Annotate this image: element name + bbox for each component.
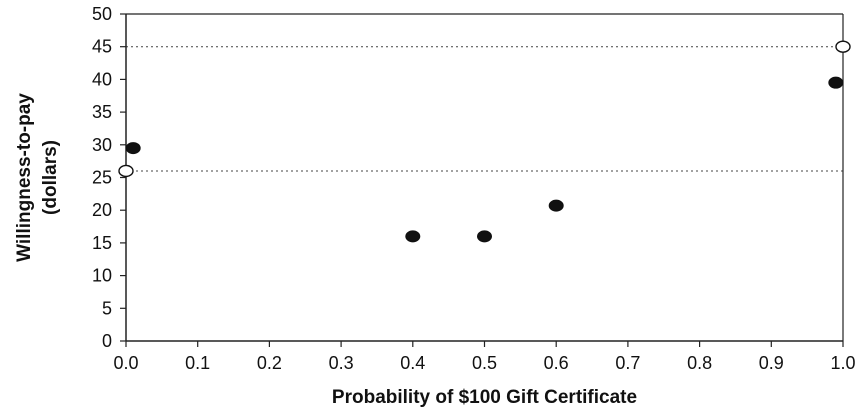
x-tick-label: 0.3	[329, 353, 354, 373]
y-tick-label: 20	[92, 200, 112, 220]
y-tick-label: 0	[102, 331, 112, 351]
x-tick-label: 0.6	[544, 353, 569, 373]
axis-titles: Probability of $100 Gift Certificate Wil…	[14, 93, 637, 408]
filled-data-point	[548, 199, 564, 212]
y-tick-label: 40	[92, 69, 112, 89]
y-tick-label: 15	[92, 233, 112, 253]
x-tick-label: 0.1	[185, 353, 210, 373]
y-axis-title-line-2: (dollars)	[40, 140, 61, 215]
axes	[120, 13, 844, 347]
y-tick-label: 10	[92, 266, 112, 286]
filled-data-point	[828, 76, 844, 89]
y-tick-label: 5	[102, 298, 112, 318]
x-tick-label: 0.7	[615, 353, 640, 373]
open-data-point	[835, 40, 851, 53]
y-tick-label: 25	[92, 168, 112, 188]
x-tick-label: 0.2	[257, 353, 282, 373]
x-axis-title: Probability of $100 Gift Certificate	[332, 387, 637, 408]
data-points	[118, 40, 851, 243]
tick-labels: 0 5 10 15 20 25 30 35 40 45 50 0.0 0.1 0.2 0.3 0.4 0.5 0.…	[92, 4, 856, 373]
x-tick-label: 0.0	[113, 353, 138, 373]
x-tick-label: 0.4	[400, 353, 425, 373]
y-tick-label: 30	[92, 135, 112, 155]
y-axis-title-line-1: Willingness-to-pay	[14, 93, 35, 262]
x-tick-label: 0.8	[687, 353, 712, 373]
y-tick-label: 45	[92, 37, 112, 57]
filled-data-point	[477, 230, 492, 243]
x-tick-label: 0.5	[472, 353, 497, 373]
x-tick-label: 1.0	[830, 353, 855, 373]
filled-data-point	[125, 142, 141, 155]
x-tick-label: 0.9	[759, 353, 784, 373]
open-data-point	[118, 164, 134, 178]
y-tick-label: 35	[92, 102, 112, 122]
reference-lines	[126, 46, 843, 172]
filled-data-point	[405, 230, 421, 243]
y-tick-label: 50	[92, 4, 112, 24]
